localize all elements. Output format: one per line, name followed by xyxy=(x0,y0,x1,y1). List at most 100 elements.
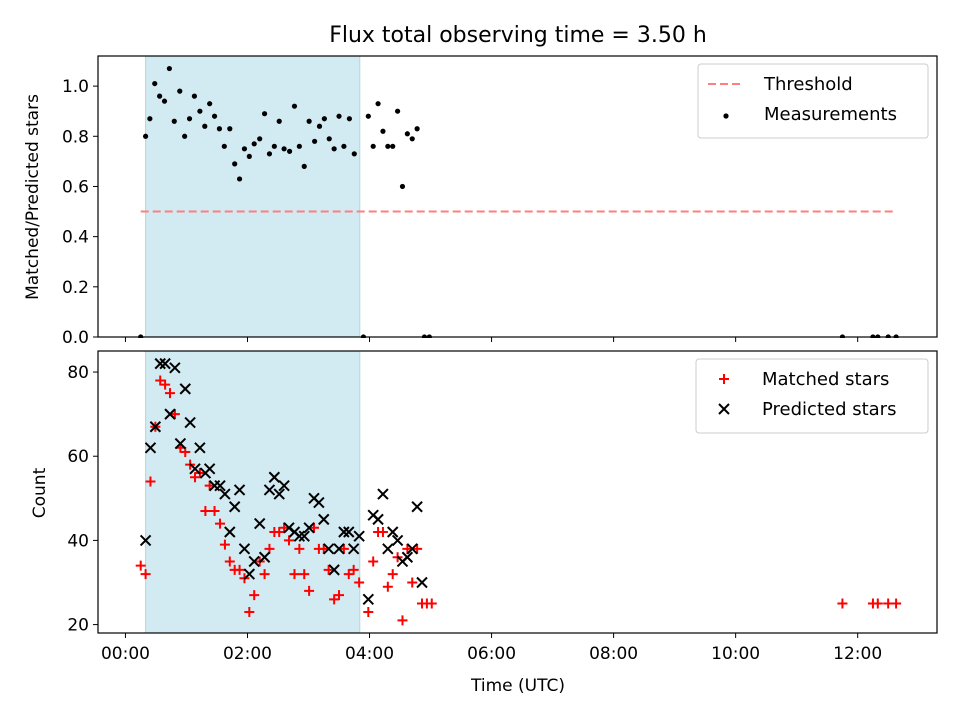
predicted-star-point xyxy=(328,564,340,576)
measurement-point xyxy=(191,93,198,99)
x-tick-label: 04:00 xyxy=(345,644,394,664)
y-tick-label: 20 xyxy=(67,616,89,636)
measurement-point xyxy=(399,183,406,190)
predicted-star-point xyxy=(194,442,206,454)
star-count-panel: 20 40 60 80 00:00 02:00 04:00 06:00 08:00 10:00 12… xyxy=(67,350,938,664)
predicted-star-point xyxy=(406,543,418,555)
measurement-point xyxy=(202,123,208,129)
predicted-star-point xyxy=(169,362,181,374)
predicted-star-point xyxy=(228,501,241,513)
predicted-star-point xyxy=(322,543,335,555)
measurement-point xyxy=(414,126,420,132)
matched-star-point xyxy=(397,615,408,626)
predicted-star-point xyxy=(174,437,187,450)
measurement-point xyxy=(301,163,307,169)
matched-star-point xyxy=(165,388,176,399)
predicted-star-point xyxy=(164,408,176,420)
matched-star-point xyxy=(387,569,398,580)
predicted-star-point xyxy=(416,576,428,589)
predicted-star-point xyxy=(387,526,399,538)
predicted-star-point xyxy=(179,383,191,395)
predicted-star-point xyxy=(214,479,226,492)
measurement-point xyxy=(142,133,149,139)
measurement-point xyxy=(271,143,277,149)
predicted-star-point xyxy=(253,517,266,530)
matched-star-point xyxy=(283,535,294,546)
flux-ratio-panel: 0.0 0.2 0.4 0.6 0.8 1.0 Threshold Measurements xyxy=(62,55,938,348)
measurement-point xyxy=(221,143,227,149)
predicted-star-point xyxy=(224,526,236,538)
matched-star-point xyxy=(377,526,388,537)
matched-star-point xyxy=(140,569,151,580)
measurement-point xyxy=(296,143,302,149)
legend-label: Predicted stars xyxy=(762,399,896,420)
measurement-point xyxy=(161,98,168,104)
predicted-star-point xyxy=(347,543,360,555)
matched-star-point xyxy=(249,590,260,601)
axes-frame xyxy=(97,55,938,338)
measurement-point xyxy=(336,113,342,119)
predicted-star-point xyxy=(333,543,345,555)
top-y-axis-label: Matched/Predicted stars xyxy=(23,94,43,300)
x-tick-label: 08:00 xyxy=(589,644,638,664)
measurement-point xyxy=(321,116,327,122)
x-tick-label: 06:00 xyxy=(467,644,516,664)
predicted-star-point xyxy=(391,534,404,547)
matched-star-point xyxy=(289,569,300,580)
predicted-star-point xyxy=(184,416,196,429)
measurement-point xyxy=(326,136,332,142)
matched-star-point xyxy=(209,505,220,516)
matched-star-point xyxy=(224,556,235,567)
matched-star-point xyxy=(891,598,902,609)
matched-star-point xyxy=(309,522,320,533)
measurement-point xyxy=(375,101,381,107)
predicted-star-point xyxy=(338,526,350,538)
legend-label: Matched stars xyxy=(762,369,889,390)
predicted-star-point xyxy=(382,543,394,555)
y-tick-label: 80 xyxy=(67,363,89,383)
measurement-point xyxy=(216,126,223,132)
predicted-star-point xyxy=(154,357,166,370)
predicted-star-point xyxy=(318,513,330,526)
measurement-point xyxy=(286,148,293,154)
measurement-point xyxy=(390,143,396,149)
legend-matched-swatch xyxy=(719,374,729,384)
matched-star-point xyxy=(135,560,146,571)
predicted-star-point xyxy=(278,479,290,492)
measurement-point xyxy=(312,138,318,144)
measurement-point xyxy=(197,108,203,114)
predicted-star-point xyxy=(248,555,260,568)
predicted-star-point xyxy=(298,530,310,542)
measurement-point xyxy=(166,65,172,72)
y-tick-label: 0.6 xyxy=(62,177,89,197)
measurement-point xyxy=(186,116,193,122)
measurement-point xyxy=(370,143,376,149)
matched-star-point xyxy=(169,409,180,420)
legend-box xyxy=(695,358,929,434)
predicted-star-point xyxy=(243,568,256,580)
measurement-point xyxy=(266,151,273,157)
matched-star-point xyxy=(334,590,345,601)
observing-span-shade xyxy=(145,351,360,633)
matched-star-point xyxy=(412,543,423,554)
measurement-point xyxy=(261,111,268,117)
measurement-point xyxy=(177,88,183,94)
matched-star-point xyxy=(294,543,305,554)
bottom-y-axis-label: Count xyxy=(30,467,50,518)
measurement-point xyxy=(316,123,323,129)
measurement-point xyxy=(346,116,352,122)
predicted-star-point xyxy=(353,530,365,542)
predicted-star-point xyxy=(293,530,306,542)
observing-span-shade xyxy=(145,56,360,337)
measurement-point xyxy=(409,136,415,142)
measurement-point xyxy=(157,93,163,99)
matched-star-point xyxy=(299,569,310,580)
x-tick-label: 02:00 xyxy=(223,644,272,664)
y-tick-label: 0.2 xyxy=(62,278,89,298)
predicted-star-point xyxy=(372,513,384,526)
measurement-point xyxy=(211,113,218,119)
legend-label: Threshold xyxy=(763,74,853,95)
x-tick-label: 00:00 xyxy=(101,644,150,664)
measurement-point xyxy=(394,108,401,114)
